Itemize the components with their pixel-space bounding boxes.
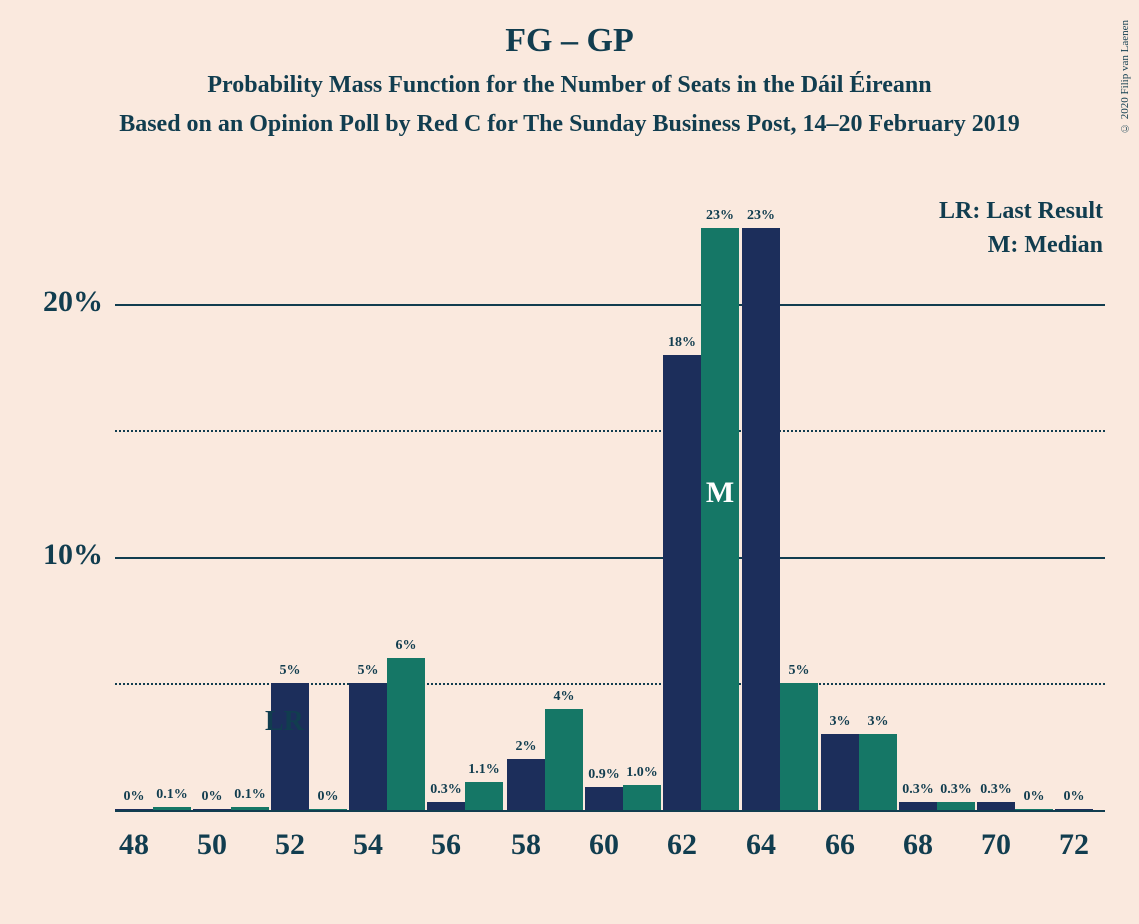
bar-navy [899,802,937,810]
x-axis-label: 54 [329,828,407,862]
bar-label: 5% [343,663,393,679]
y-axis-label: 20% [13,285,103,319]
bar-navy [663,355,701,811]
x-axis-label: 50 [173,828,251,862]
x-axis-label: 60 [565,828,643,862]
bar-teal [623,785,661,810]
bar-teal [387,658,425,810]
bar-label: 2% [501,739,551,755]
x-axis-label: 48 [95,828,173,862]
lr-marker: LR [265,706,304,738]
bar-label: 6% [381,638,431,654]
gridline [115,557,1105,559]
bar-label: 0% [303,789,353,805]
bar-label: 1.0% [617,765,667,781]
bar-teal [937,802,975,810]
chart-plot-area: 20%10%485052545658606264666870720%0.1%0%… [115,190,1105,810]
bar-label: 0.3% [421,782,471,798]
bar-teal [780,683,818,810]
gridline [115,683,1105,685]
x-axis-label: 66 [801,828,879,862]
x-axis-label: 56 [407,828,485,862]
copyright-text: © 2020 Filip van Laenen [1119,20,1131,134]
x-axis-label: 64 [722,828,800,862]
chart-title: FG – GP [0,0,1139,60]
bar-label: 4% [539,689,589,705]
bar-teal [465,782,503,810]
bar-label: 18% [657,335,707,351]
bar-teal [701,228,739,810]
bar-label: 5% [265,663,315,679]
x-axis-label: 70 [957,828,1035,862]
x-axis-label: 52 [251,828,329,862]
x-axis-label: 72 [1035,828,1113,862]
gridline [115,304,1105,306]
bar-label: 1.1% [459,762,509,778]
bar-navy [821,734,859,810]
chart-subtitle-2: Based on an Opinion Poll by Red C for Th… [0,111,1139,138]
bar-navy [427,802,465,810]
bar-label: 23% [736,208,786,224]
x-axis-baseline [115,810,1105,812]
x-axis-label: 62 [643,828,721,862]
bar-label: 0% [1049,789,1099,805]
bar-navy [585,787,623,810]
bar-label: 0.1% [225,787,275,803]
median-marker: M [705,476,735,510]
x-axis-label: 68 [879,828,957,862]
bar-teal [859,734,897,810]
bar-navy [742,228,780,810]
bar-label: 3% [853,714,903,730]
y-axis-label: 10% [13,538,103,572]
x-axis-label: 58 [487,828,565,862]
bar-teal [545,709,583,810]
bar-navy [349,683,387,810]
gridline [115,430,1105,432]
bar-label: 5% [774,663,824,679]
bar-navy [507,759,545,810]
chart-subtitle-1: Probability Mass Function for the Number… [0,72,1139,99]
